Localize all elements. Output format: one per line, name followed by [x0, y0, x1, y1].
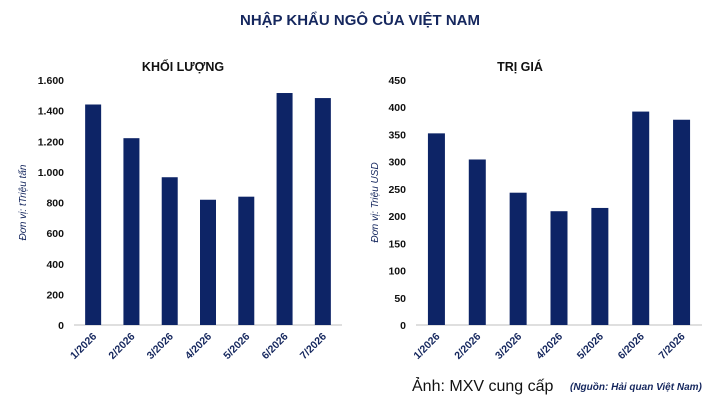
- chart-title: TRỊ GIÁ: [497, 59, 543, 74]
- y-tick-label: 1.200: [38, 136, 64, 148]
- bar: [591, 207, 609, 325]
- y-tick-label: 200: [46, 289, 64, 301]
- y-tick-label: 150: [388, 238, 406, 250]
- bar: [632, 111, 650, 325]
- bar: [200, 199, 216, 325]
- x-tick-label: 4/2026: [183, 331, 214, 362]
- x-tick-label: 7/2026: [656, 331, 687, 362]
- bar: [123, 138, 140, 325]
- y-tick-label: 250: [388, 184, 406, 196]
- y-tick-label: 100: [388, 266, 406, 278]
- x-tick-label: 3/2026: [493, 331, 524, 362]
- y-tick-label: 300: [388, 157, 406, 169]
- bar: [314, 98, 331, 325]
- y-tick-label: 1.400: [38, 106, 64, 118]
- x-tick-label: 2/2026: [106, 331, 137, 362]
- y-tick-label: 0: [58, 320, 64, 332]
- x-tick-label: 4/2026: [534, 331, 565, 362]
- x-tick-label: 2/2026: [452, 331, 483, 362]
- bar: [550, 211, 568, 325]
- x-tick-label: 1/2026: [68, 331, 99, 362]
- bar: [85, 104, 102, 325]
- bar: [161, 177, 178, 325]
- y-tick-label: 400: [388, 102, 406, 114]
- bar: [238, 196, 255, 325]
- x-tick-label: 3/2026: [145, 331, 176, 362]
- x-tick-label: 5/2026: [575, 331, 606, 362]
- x-tick-label: 6/2026: [616, 331, 647, 362]
- x-tick-label: 7/2026: [298, 331, 329, 362]
- bar: [468, 159, 486, 325]
- y-tick-label: 450: [388, 75, 406, 87]
- bar: [509, 192, 527, 325]
- y-tick-label: 0: [400, 320, 406, 332]
- bar: [673, 119, 691, 325]
- bar: [427, 133, 445, 325]
- y-tick-label: 400: [46, 259, 64, 271]
- y-tick-label: 800: [46, 198, 64, 210]
- y-tick-label: 1.600: [38, 75, 64, 87]
- x-tick-label: 5/2026: [221, 331, 252, 362]
- y-axis-label: Đơn vị: tTriệu tấn: [17, 164, 29, 240]
- y-tick-label: 1.000: [38, 167, 64, 179]
- y-axis-label: Đơn vị: Triệu USD: [370, 162, 381, 242]
- y-tick-label: 600: [46, 228, 64, 240]
- main-title: NHẬP KHẨU NGÔ CỦA VIỆT NAM: [239, 12, 480, 29]
- y-tick-label: 350: [388, 129, 406, 141]
- chart-title: KHỐI LƯỢNG: [142, 59, 224, 74]
- y-tick-label: 50: [394, 293, 406, 305]
- photo-caption: Ảnh: MXV cung cấp: [412, 378, 554, 395]
- y-tick-label: 200: [388, 211, 406, 223]
- bar: [276, 93, 293, 325]
- source-note: (Nguồn: Hải quan Việt Nam): [570, 382, 702, 393]
- volume-chart: KHỐI LƯỢNG Đơn vị: tTriệu tấn 0 200 400 600 80…: [17, 59, 342, 362]
- x-tick-label: 1/2026: [411, 331, 442, 362]
- x-tick-label: 6/2026: [259, 331, 290, 362]
- value-chart: TRỊ GIÁ Đơn vị: Triệu USD 0 50 100 150 200 250 3…: [370, 59, 702, 362]
